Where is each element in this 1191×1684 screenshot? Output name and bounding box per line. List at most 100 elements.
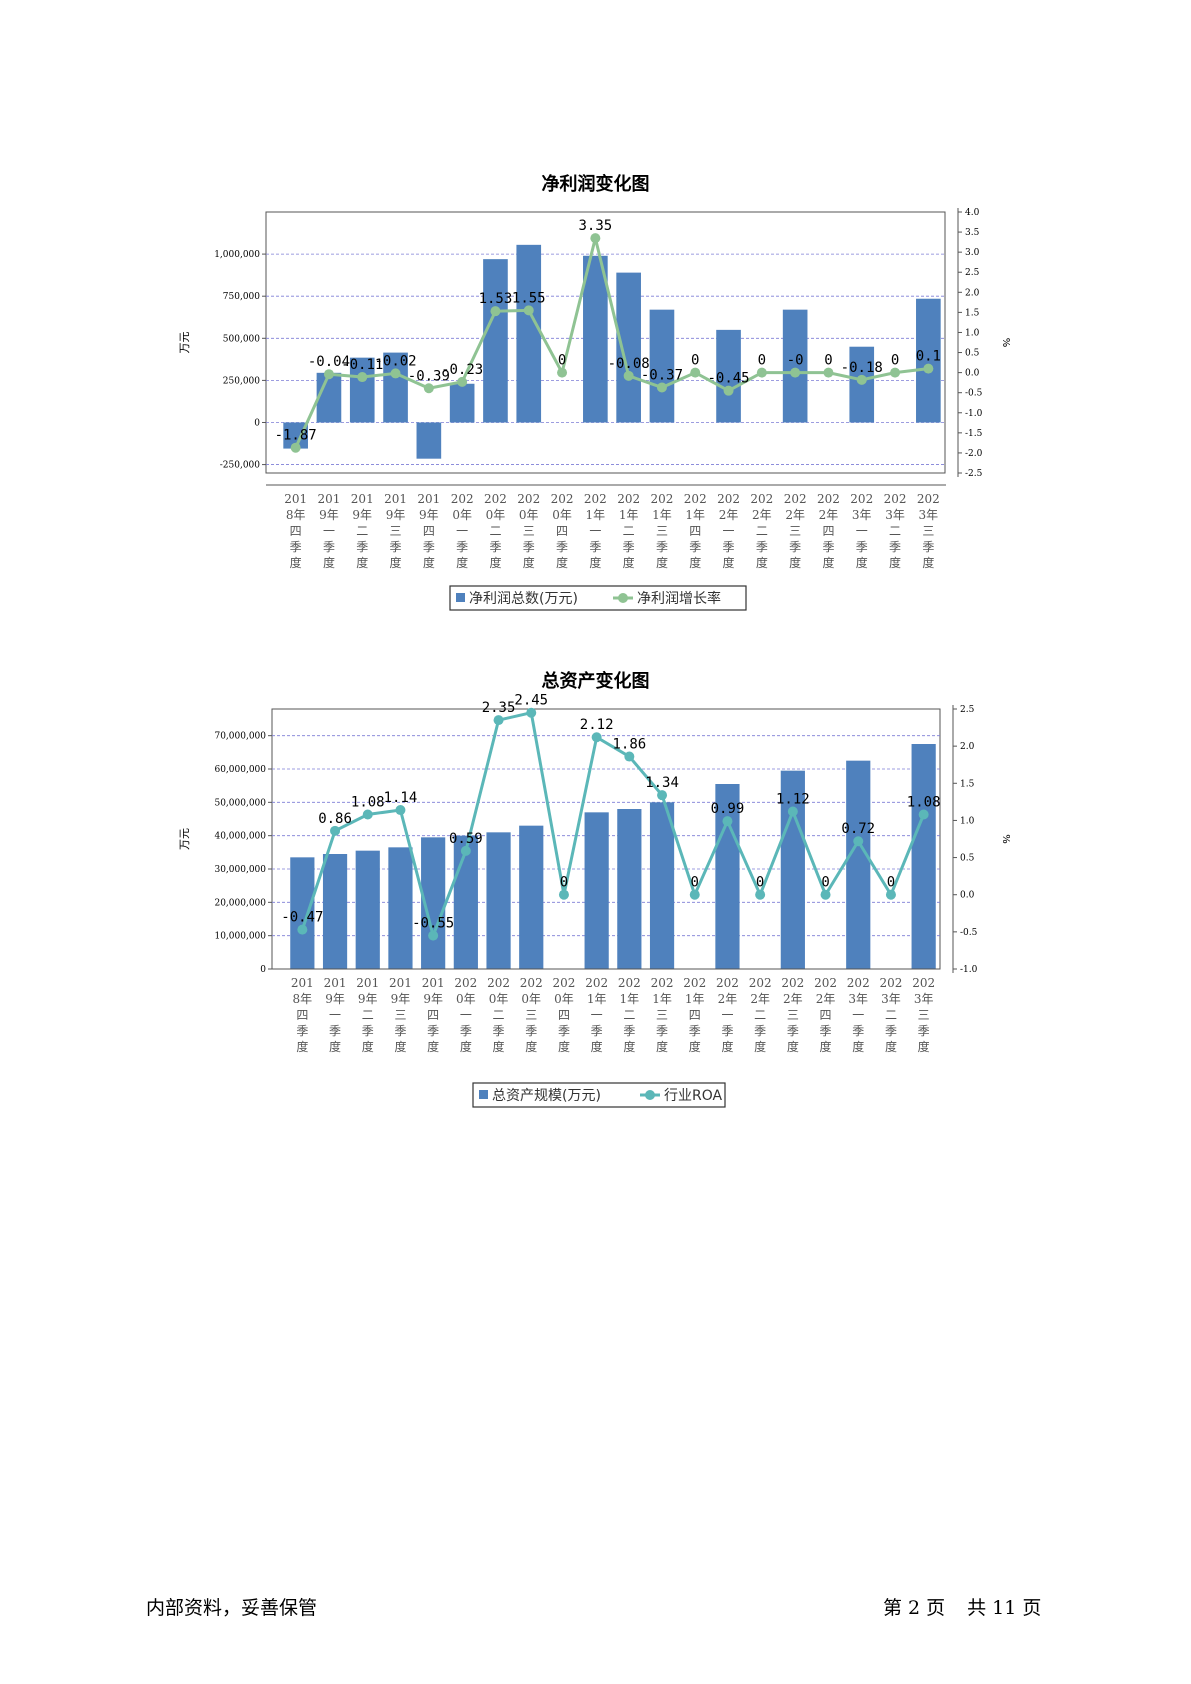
page-number: 2 xyxy=(908,1597,921,1619)
series-line xyxy=(300,710,926,941)
line-point xyxy=(787,806,798,817)
y2-tick-label: 2.5 xyxy=(965,268,980,278)
x-tick-label: 一 xyxy=(591,1008,603,1022)
x-tick-label: 1年 xyxy=(685,508,705,522)
x-tick-label: 度 xyxy=(885,1039,897,1054)
x-tick-label: 1年 xyxy=(620,992,640,1006)
x-tick-label: 3年 xyxy=(852,508,872,522)
x-tick-label: 季 xyxy=(423,540,435,554)
line-point xyxy=(690,367,701,378)
x-tick-label: 三 xyxy=(789,524,801,538)
x-tick-label: 度 xyxy=(394,1039,406,1054)
data-label: 0 xyxy=(691,353,699,369)
x-tick-label: 度 xyxy=(754,1039,766,1054)
x-tick-label: 8年 xyxy=(293,992,313,1006)
x-tick-label: 0年 xyxy=(452,508,472,522)
x-tick-label: 3年 xyxy=(914,992,934,1006)
data-label: 0 xyxy=(758,353,766,369)
bar xyxy=(449,383,475,423)
legend-line-marker xyxy=(618,593,628,603)
data-label: -0.45 xyxy=(707,371,749,387)
x-tick-label: 季 xyxy=(754,1024,766,1038)
line-point xyxy=(390,368,401,379)
x-tick-label: 201 xyxy=(324,976,347,990)
x-tick-label: 度 xyxy=(689,555,701,570)
y-axis-title: 万元 xyxy=(178,332,191,354)
x-tick-label: 1年 xyxy=(586,508,606,522)
legend-bar-swatch xyxy=(456,593,465,602)
y-tick-label: 30,000,000 xyxy=(214,865,266,875)
bar xyxy=(715,784,740,969)
line-point xyxy=(591,732,602,743)
total-assets-chart: 70,000,000 60,000,000 50,000,000 40,000,000… xyxy=(178,693,1011,1108)
bar xyxy=(780,770,805,969)
line-point xyxy=(428,930,439,941)
x-tick-label: 201 xyxy=(384,492,407,506)
data-label: 0.86 xyxy=(318,811,352,827)
x-tick-label: 度 xyxy=(356,555,368,570)
footer-page-info: 第 2 页共 11 页 xyxy=(883,1593,1047,1620)
y2-tick-label: 2.0 xyxy=(965,288,980,298)
x-tick-label: 度 xyxy=(456,555,468,570)
y2-tick-label: 0.5 xyxy=(965,349,980,359)
x-tick-label: 度 xyxy=(427,1039,439,1054)
line-point xyxy=(657,790,668,801)
legend-box xyxy=(472,1082,726,1108)
line-point xyxy=(526,707,537,718)
x-tick-label: 201 xyxy=(417,492,440,506)
bar xyxy=(583,255,608,423)
x-tick-label: 一 xyxy=(856,524,868,538)
x-tick-label: 二 xyxy=(756,524,768,538)
x-tick-label: 二 xyxy=(362,1008,374,1022)
x-tick-label: 度 xyxy=(296,1039,308,1054)
x-tick-label: 季 xyxy=(689,540,701,554)
legend-line-label: 行业ROA xyxy=(664,1088,723,1104)
legend-box xyxy=(449,585,747,611)
x-tick-label: 3年 xyxy=(885,508,905,522)
data-label: 0.72 xyxy=(841,821,875,837)
x-tick-label: 二 xyxy=(754,1008,766,1022)
y-tick-label: 40,000,000 xyxy=(214,832,266,842)
x-tick-label: 三 xyxy=(394,1008,406,1022)
bar xyxy=(911,744,936,969)
x-tick-label: 季 xyxy=(756,540,768,554)
bar xyxy=(416,422,442,459)
bar xyxy=(290,857,315,969)
legend-bar-swatch xyxy=(479,1090,488,1099)
y2-tick-label: 1.5 xyxy=(965,308,980,318)
x-tick-label: 201 xyxy=(356,976,379,990)
x-tick-label: 9年 xyxy=(391,992,411,1006)
line-point xyxy=(853,836,864,847)
line-point xyxy=(323,369,334,380)
x-tick-label: 季 xyxy=(922,540,934,554)
x-tick-label: 度 xyxy=(329,1039,341,1054)
y-tick-label: 1,000,000 xyxy=(214,250,260,260)
total-pages: 11 xyxy=(992,1597,1017,1619)
x-tick-label: 2年 xyxy=(783,992,803,1006)
page-suffix: 页 xyxy=(926,1597,946,1619)
x-tick-label: 季 xyxy=(362,1024,374,1038)
x-tick-label: 季 xyxy=(723,540,735,554)
x-tick-label: 季 xyxy=(820,1024,832,1038)
x-tick-label: 季 xyxy=(852,1024,864,1038)
x-tick-label: 202 xyxy=(617,492,640,506)
y2-tick-label: -1.0 xyxy=(965,409,983,419)
bar xyxy=(584,812,609,969)
x-tick-label: 201 xyxy=(291,976,314,990)
x-tick-label: 1年 xyxy=(587,992,607,1006)
x-tick-label: 一 xyxy=(723,524,735,538)
bar xyxy=(453,835,478,969)
y2-axis-title: % xyxy=(1000,834,1011,844)
x-tick-label: 度 xyxy=(290,555,302,570)
x-tick-label: 9年 xyxy=(325,992,345,1006)
line-point xyxy=(460,845,471,856)
bar xyxy=(349,357,375,423)
legend-bar-label: 净利润总数(万元) xyxy=(469,591,578,607)
x-tick-label: 季 xyxy=(885,1024,897,1038)
x-tick-label: 2年 xyxy=(816,992,836,1006)
legend-line-marker xyxy=(645,1090,655,1100)
data-label: 0.99 xyxy=(711,801,745,817)
data-label: -0.37 xyxy=(641,367,683,383)
x-tick-label: 9年 xyxy=(319,508,339,522)
x-tick-label: 202 xyxy=(717,492,740,506)
